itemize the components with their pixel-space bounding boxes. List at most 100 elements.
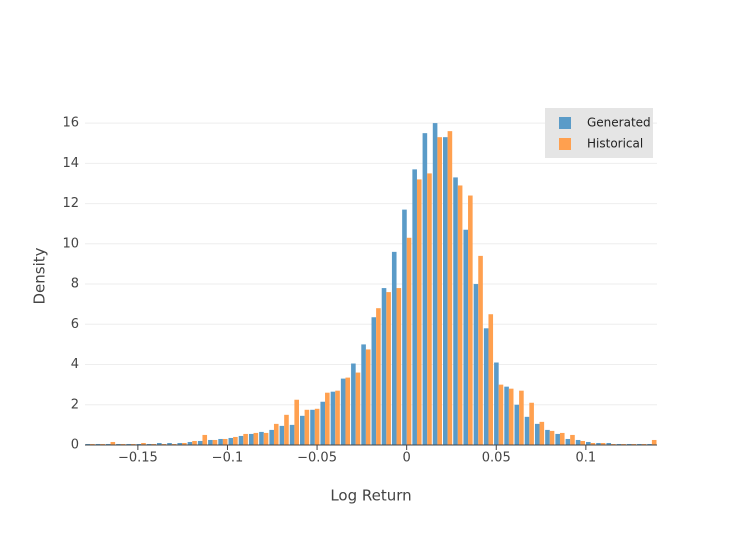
bar [443,137,448,445]
legend: Generated Historical [545,108,653,158]
bar [340,378,346,445]
bar [596,442,601,445]
bar [478,255,483,445]
bar [116,443,121,445]
bar [616,443,622,445]
bar [651,439,657,445]
bar [565,438,571,445]
x-tick-label: 0.1 [576,451,597,466]
legend-swatch [559,138,571,150]
bar [100,443,105,445]
bar [483,328,489,445]
bar [555,433,560,445]
bar [559,432,565,445]
bar [167,442,172,445]
bar [361,344,366,445]
bar [90,443,95,445]
bar [514,404,520,445]
bar [151,443,156,445]
bar [355,372,361,445]
bar [406,237,412,445]
bar [508,388,514,445]
bar [197,440,203,445]
bar [365,349,371,445]
bar [325,392,330,445]
bar [161,443,167,445]
bar [586,441,591,445]
bar [233,436,238,445]
bar [289,424,295,445]
bar [284,414,289,445]
bar [238,435,244,445]
bar [182,442,187,445]
x-tick-label: −0.05 [297,451,337,466]
bar [549,430,555,445]
legend-label: Generated [587,116,651,130]
x-tick-label: −0.15 [118,451,158,466]
y-tick-label: 12 [62,196,79,211]
bar [524,416,530,445]
x-tick-label: 0.05 [482,451,511,466]
y-tick-label: 4 [71,357,79,372]
bar [320,401,326,445]
bar [279,425,285,445]
y-tick-label: 16 [62,116,79,131]
bar [545,429,550,445]
bar [457,185,463,445]
bar [146,443,152,445]
bar [192,440,197,445]
bar [575,439,581,445]
bar [304,409,310,445]
y-tick-label: 14 [62,156,79,171]
bar [263,432,269,445]
x-axis-title: Log Return [330,487,411,505]
y-axis-title: Density [31,247,49,304]
bar [427,173,432,445]
bar [243,433,248,445]
x-tick-label: 0 [403,451,411,466]
bar [437,137,442,445]
legend-label: Historical [587,137,643,151]
y-tick-label: 10 [62,236,79,251]
bar [248,433,254,445]
bar [300,415,305,445]
bar [130,443,136,445]
bar [422,133,428,445]
bar [488,314,494,445]
bar [647,443,652,445]
bar [177,442,183,445]
bar [447,131,453,445]
bar [494,362,499,445]
bar [396,288,402,445]
bar [314,408,320,445]
bar [432,123,438,445]
bar [330,391,336,445]
bar [294,399,299,445]
bar [386,292,391,445]
bar [416,179,422,445]
bar [626,443,632,445]
legend-swatch [559,117,571,129]
bar [259,431,264,445]
bar [310,409,315,445]
bar [641,443,647,445]
bar [376,308,381,445]
y-tick-label: 6 [71,317,79,332]
bar [345,377,351,445]
bar [637,443,642,445]
bar [157,442,162,445]
bar [412,169,417,445]
bar [187,441,193,445]
bar [631,443,637,445]
bar [371,317,377,445]
bar [534,423,540,445]
bar [468,195,473,445]
bar [611,443,616,445]
bar [539,421,545,445]
bar [529,402,534,445]
bar [580,440,585,445]
bar [600,442,606,445]
bar [126,443,131,445]
